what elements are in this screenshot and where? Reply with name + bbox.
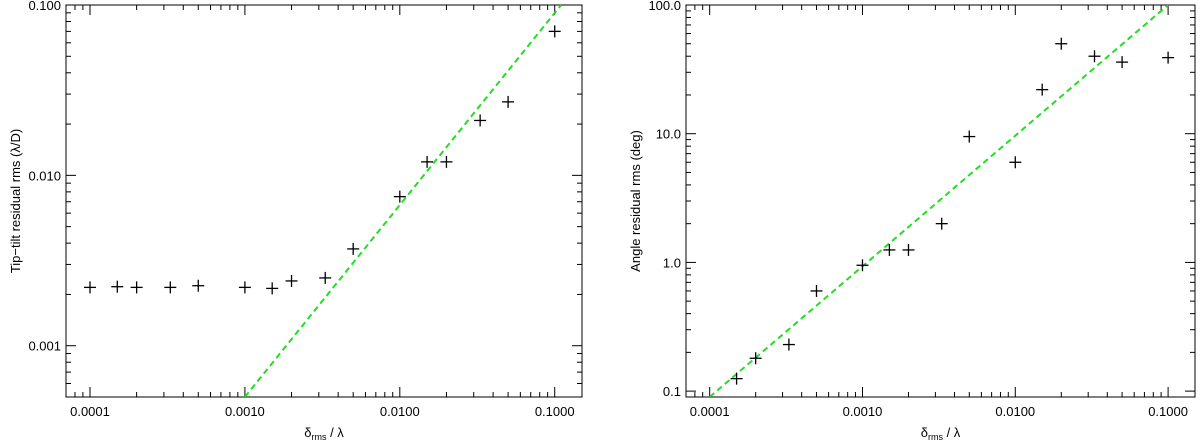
- y-tick-label: 0.001: [28, 339, 61, 354]
- x-tick-label: 0.0001: [70, 404, 110, 419]
- y-tick-label: 10.0: [656, 127, 681, 142]
- fit-line: [709, 5, 1169, 397]
- data-point: [883, 243, 896, 256]
- data-point: [83, 281, 96, 294]
- y-tick-label: 0.010: [28, 168, 61, 183]
- data-point: [111, 280, 124, 293]
- y-tick-label: 0.100: [28, 0, 61, 13]
- data-point: [238, 281, 251, 294]
- data-point: [1009, 156, 1022, 169]
- data-point: [548, 25, 561, 38]
- data-point: [421, 155, 434, 168]
- data-point: [164, 281, 177, 294]
- chart-panel-2: 0.0001 0.0010 0.0100 0.1000 0.1 1.0 10.0 100.0 δ…: [628, 0, 1196, 442]
- data-point: [502, 95, 515, 108]
- y-tick-label: 1.0: [663, 255, 681, 270]
- data-point: [393, 190, 406, 203]
- fit-line: [244, 5, 562, 397]
- x-tick-label: 0.1000: [1148, 404, 1188, 419]
- data-point: [130, 281, 143, 294]
- y-tick-label: 0.1: [663, 384, 681, 399]
- x-tick-label: 0.0100: [380, 404, 420, 419]
- data-point: [856, 259, 869, 272]
- x-tick-label: 0.0100: [995, 404, 1035, 419]
- y-axis-label: Angle residual rms (deg): [628, 130, 643, 272]
- data-point: [730, 372, 743, 385]
- plot-frame: [65, 4, 583, 398]
- chart-panel-1: 0.0001 0.0010 0.0100 0.1000 0.001 0.010 0.100 δ…: [8, 0, 583, 442]
- y-axis-label: Tip−tilt residual rms (λ/D): [8, 129, 23, 273]
- data-point: [192, 279, 205, 292]
- data-point: [782, 338, 795, 351]
- data-point: [1036, 83, 1049, 96]
- data-point: [440, 155, 453, 168]
- data-point: [963, 130, 976, 143]
- y-tick-label: 100.0: [648, 0, 681, 13]
- x-tick-label: 0.0010: [843, 404, 883, 419]
- data-point: [1116, 56, 1129, 69]
- data-point: [266, 282, 279, 295]
- data-point: [1055, 37, 1068, 50]
- x-tick-label: 0.0001: [690, 404, 730, 419]
- x-axis-label: δrms / λ: [921, 425, 961, 442]
- x-axis-label: δrms / λ: [304, 425, 344, 442]
- x-tick-label: 0.1000: [535, 404, 575, 419]
- plot-frame: [685, 4, 1196, 398]
- data-point: [810, 284, 823, 297]
- data-point: [1162, 51, 1175, 64]
- data-point: [935, 217, 948, 230]
- data-point: [285, 274, 298, 287]
- data-point: [749, 352, 762, 365]
- data-point: [319, 271, 332, 284]
- data-point: [347, 242, 360, 255]
- x-tick-label: 0.0010: [225, 404, 265, 419]
- data-point: [1088, 50, 1101, 63]
- data-point: [902, 243, 915, 256]
- data-point: [474, 114, 487, 127]
